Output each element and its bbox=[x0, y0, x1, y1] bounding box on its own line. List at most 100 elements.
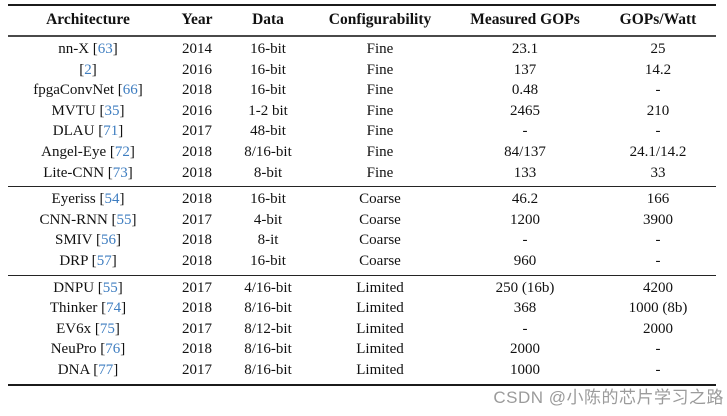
citation-link[interactable]: 55 bbox=[102, 279, 118, 296]
table-row: nn-X [63] 2014 16-bit Fine 23.1 25 bbox=[8, 36, 716, 60]
gops-per-watt-cell: 24.1/14.2 bbox=[629, 143, 687, 160]
measured-gops-cell: 46.2 bbox=[511, 191, 539, 208]
gops-per-watt-cell: 166 bbox=[646, 191, 670, 208]
data-cell: 8/12-bit bbox=[244, 320, 292, 337]
gops-per-watt-cell: 1000 (8b) bbox=[628, 300, 688, 317]
architecture-cell: [2] bbox=[79, 61, 97, 78]
citation-link[interactable]: 77 bbox=[98, 361, 114, 378]
gops-per-watt-cell: - bbox=[655, 252, 661, 269]
gops-per-watt-cell: - bbox=[655, 232, 661, 249]
data-cell: 16-bit bbox=[250, 41, 286, 57]
architecture-cell: NeuPro [76] bbox=[50, 341, 126, 358]
citation-link[interactable]: 35 bbox=[104, 102, 120, 119]
configurability-cell: Limited bbox=[356, 279, 404, 296]
configurability-cell: Coarse bbox=[359, 211, 401, 228]
architecture-cell: DNPU [55] bbox=[53, 279, 123, 296]
gops-per-watt-cell: - bbox=[655, 361, 661, 378]
measured-gops-cell: - bbox=[522, 123, 528, 140]
data-cell: 16-bit bbox=[250, 82, 286, 99]
gops-per-watt-cell: 25 bbox=[650, 41, 666, 57]
table-row: NeuPro [76] 2018 8/16-bit Limited 2000 - bbox=[8, 339, 716, 360]
year-cell: 2018 bbox=[182, 341, 212, 358]
gops-per-watt-cell: 3900 bbox=[643, 211, 673, 228]
citation-link[interactable]: 73 bbox=[112, 164, 128, 181]
configurability-cell: Limited bbox=[356, 341, 404, 358]
header-row: Architecture Year Data Configurability Measu… bbox=[8, 5, 716, 36]
gops-per-watt-cell: 14.2 bbox=[644, 61, 672, 78]
architecture-cell: fpgaConvNet [66] bbox=[33, 82, 143, 99]
col-header-gops_per_watt: GOPs/Watt bbox=[619, 11, 697, 28]
architecture-cell: EV6x [75] bbox=[56, 320, 120, 337]
citation-link[interactable]: 72 bbox=[114, 143, 130, 160]
gops-per-watt-cell: - bbox=[655, 123, 661, 140]
citation-link[interactable]: 55 bbox=[116, 211, 132, 228]
year-cell: 2017 bbox=[182, 320, 212, 337]
citation-link[interactable]: 74 bbox=[106, 300, 122, 317]
data-cell: 1-2 bit bbox=[248, 102, 288, 119]
table-row: DNPU [55] 2017 4/16-bit Limited 250 (16b) 420… bbox=[8, 275, 716, 298]
table-row: fpgaConvNet [66] 2018 16-bit Fine 0.48 - bbox=[8, 80, 716, 101]
citation-link[interactable]: 76 bbox=[105, 341, 121, 358]
measured-gops-cell: 250 (16b) bbox=[495, 279, 555, 296]
measured-gops-cell: 960 bbox=[513, 252, 537, 269]
col-header-architecture: Architecture bbox=[46, 11, 130, 28]
year-cell: 2017 bbox=[182, 123, 212, 140]
citation-link[interactable]: 57 bbox=[96, 252, 112, 269]
configurability-cell: Coarse bbox=[359, 191, 401, 208]
gops-per-watt-cell: 2000 bbox=[643, 320, 673, 337]
citation-link[interactable]: 63 bbox=[97, 41, 113, 57]
data-cell: 16-bit bbox=[250, 61, 286, 78]
year-cell: 2018 bbox=[182, 300, 212, 317]
configurability-cell: Fine bbox=[366, 164, 394, 181]
gops-per-watt-cell: - bbox=[655, 82, 661, 99]
citation-link[interactable]: 2 bbox=[84, 61, 92, 78]
configurability-cell: Fine bbox=[366, 102, 394, 119]
data-cell: 16-bit bbox=[250, 252, 286, 269]
measured-gops-cell: 1200 bbox=[510, 211, 540, 228]
data-cell: 8/16-bit bbox=[244, 143, 292, 160]
architecture-cell: DNA [77] bbox=[57, 361, 119, 378]
data-cell: 16-bit bbox=[250, 191, 286, 208]
architecture-cell: DLAU [71] bbox=[52, 123, 124, 140]
table-row: SMIV [56] 2018 8-it Coarse - - bbox=[8, 230, 716, 251]
table-row: DRP [57] 2018 16-bit Coarse 960 - bbox=[8, 251, 716, 275]
year-cell: 2018 bbox=[182, 252, 212, 269]
year-cell: 2014 bbox=[182, 41, 212, 57]
year-cell: 2018 bbox=[182, 143, 212, 160]
table-row: Thinker [74] 2018 8/16-bit Limited 368 1000 (… bbox=[8, 298, 716, 319]
architecture-cell: DRP [57] bbox=[59, 252, 117, 269]
year-cell: 2018 bbox=[182, 82, 212, 99]
table-row: DNA [77] 2017 8/16-bit Limited 1000 - bbox=[8, 360, 716, 385]
table-header: Architecture Year Data Configurability Measu… bbox=[8, 5, 716, 36]
data-cell: 4/16-bit bbox=[244, 279, 292, 296]
architecture-cell: CNN-RNN [55] bbox=[39, 211, 137, 228]
measured-gops-cell: - bbox=[522, 232, 528, 249]
architecture-cell: Thinker [74] bbox=[49, 300, 127, 317]
measured-gops-cell: - bbox=[522, 320, 528, 337]
table-row: Angel-Eye [72] 2018 8/16-bit Fine 84/137 24.1… bbox=[8, 142, 716, 163]
table-row: Eyeriss [54] 2018 16-bit Coarse 46.2 166 bbox=[8, 187, 716, 210]
citation-link[interactable]: 56 bbox=[100, 232, 116, 249]
measured-gops-cell: 368 bbox=[513, 300, 537, 317]
citation-link[interactable]: 75 bbox=[99, 320, 115, 337]
citation-link[interactable]: 71 bbox=[103, 123, 119, 140]
configurability-cell: Fine bbox=[366, 61, 394, 78]
configurability-cell: Coarse bbox=[359, 252, 401, 269]
configurability-cell: Coarse bbox=[359, 232, 401, 249]
measured-gops-cell: 1000 bbox=[510, 361, 540, 378]
measured-gops-cell: 23.1 bbox=[511, 41, 539, 57]
group-limited: DNPU [55] 2017 4/16-bit Limited 250 (16b) 420… bbox=[8, 275, 716, 385]
architecture-cell: nn-X [63] bbox=[58, 41, 118, 57]
configurability-cell: Limited bbox=[356, 300, 404, 317]
measured-gops-cell: 137 bbox=[513, 61, 537, 78]
citation-link[interactable]: 54 bbox=[104, 191, 120, 208]
architecture-cell: Eyeriss [54] bbox=[51, 191, 125, 208]
architecture-cell: Lite-CNN [73] bbox=[43, 164, 133, 181]
gops-per-watt-cell: 33 bbox=[650, 164, 666, 181]
gops-per-watt-cell: 4200 bbox=[643, 279, 673, 296]
year-cell: 2016 bbox=[182, 102, 212, 119]
configurability-cell: Fine bbox=[366, 143, 394, 160]
configurability-cell: Fine bbox=[366, 123, 394, 140]
citation-link[interactable]: 66 bbox=[122, 82, 138, 99]
year-cell: 2017 bbox=[182, 361, 212, 378]
